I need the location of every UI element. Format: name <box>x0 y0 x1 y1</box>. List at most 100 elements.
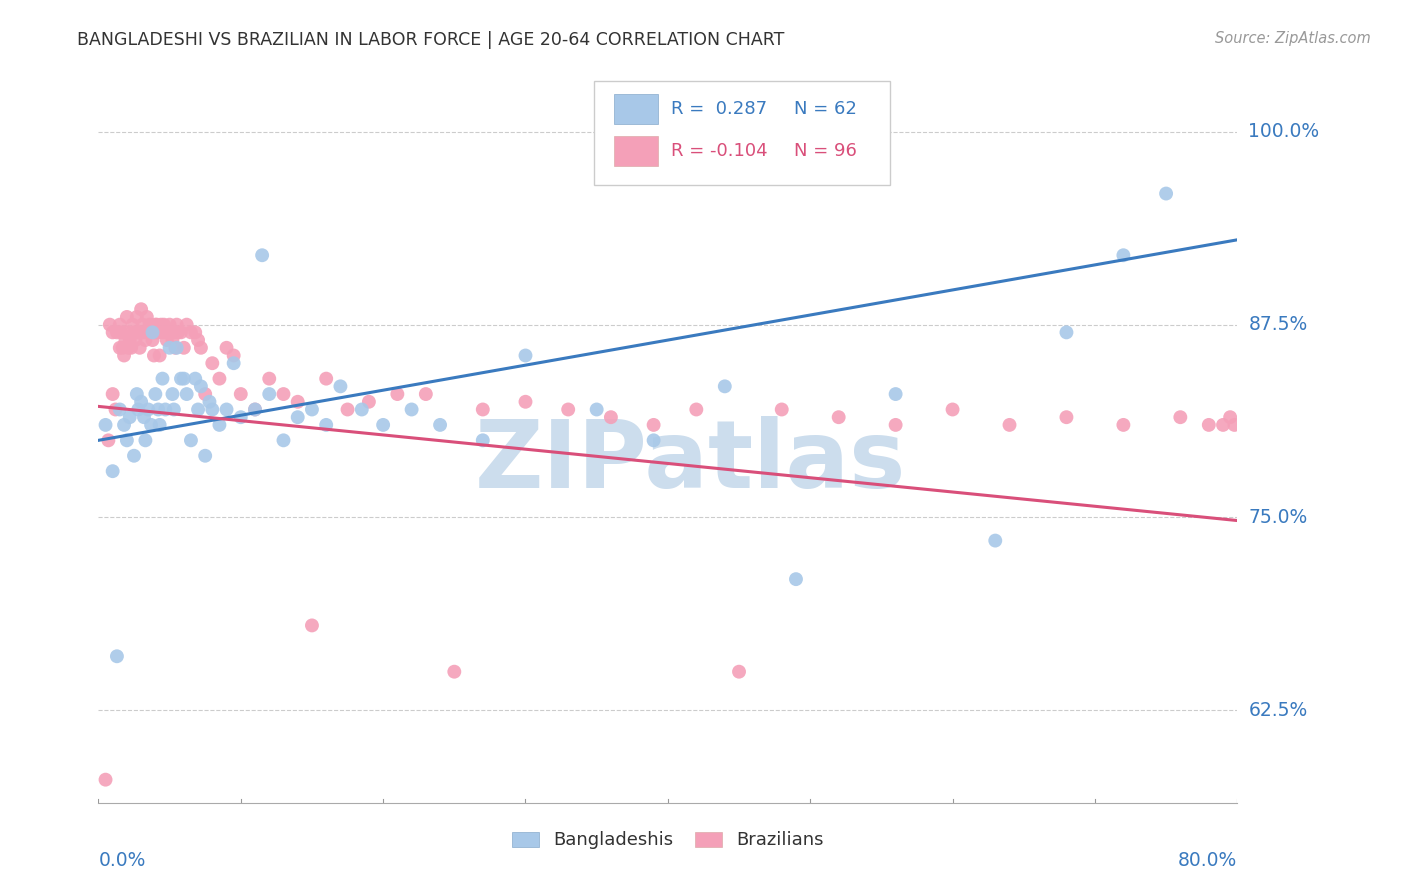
Point <box>259 387 281 401</box>
Point <box>471 402 494 417</box>
Point <box>152 326 174 340</box>
Point <box>984 533 1007 548</box>
Point <box>138 318 160 332</box>
Point <box>336 402 359 417</box>
Point <box>250 248 273 262</box>
Text: Source: ZipAtlas.com: Source: ZipAtlas.com <box>1215 31 1371 46</box>
Point <box>115 434 138 448</box>
Point <box>728 665 751 679</box>
Point <box>215 341 238 355</box>
Point <box>194 387 217 401</box>
FancyBboxPatch shape <box>614 95 658 124</box>
Point <box>135 310 157 324</box>
Point <box>128 341 150 355</box>
Point <box>127 326 149 340</box>
Point <box>515 349 537 363</box>
Point <box>201 402 224 417</box>
Point <box>557 402 579 417</box>
Point <box>129 302 152 317</box>
Text: 62.5%: 62.5% <box>1249 701 1308 720</box>
Point <box>108 341 131 355</box>
Point <box>180 434 202 448</box>
Point <box>142 349 165 363</box>
Point <box>329 379 352 393</box>
Point <box>273 387 295 401</box>
Point <box>1219 410 1241 425</box>
Point <box>301 618 323 632</box>
Point <box>117 341 139 355</box>
Text: ZIPatlas: ZIPatlas <box>475 417 907 508</box>
Point <box>1056 326 1078 340</box>
Point <box>146 318 169 332</box>
Point <box>153 318 176 332</box>
Point <box>173 371 195 385</box>
Point <box>243 402 266 417</box>
Point <box>884 417 907 432</box>
Point <box>643 417 665 432</box>
Point <box>194 449 217 463</box>
Point <box>150 318 173 332</box>
Point <box>884 387 907 401</box>
Point <box>415 387 437 401</box>
Point <box>111 341 134 355</box>
Point <box>1223 417 1246 432</box>
Point <box>108 402 131 417</box>
Text: R =  0.287: R = 0.287 <box>671 100 768 118</box>
Point <box>162 333 184 347</box>
Point <box>1212 417 1234 432</box>
Point <box>134 333 156 347</box>
Point <box>208 371 231 385</box>
Point <box>101 326 124 340</box>
Point <box>301 402 323 417</box>
Text: R = -0.104: R = -0.104 <box>671 143 768 161</box>
Point <box>287 410 309 425</box>
Point <box>121 318 143 332</box>
Text: BANGLADESHI VS BRAZILIAN IN LABOR FORCE | AGE 20-64 CORRELATION CHART: BANGLADESHI VS BRAZILIAN IN LABOR FORCE … <box>77 31 785 49</box>
Point <box>148 326 170 340</box>
Point <box>401 402 423 417</box>
Point <box>198 394 221 409</box>
Point <box>145 318 167 332</box>
Point <box>134 434 156 448</box>
Point <box>1170 410 1192 425</box>
FancyBboxPatch shape <box>614 136 658 166</box>
Point <box>184 326 207 340</box>
Point <box>173 341 195 355</box>
Point <box>163 326 186 340</box>
Point <box>443 665 465 679</box>
Point <box>141 326 163 340</box>
Point <box>1198 417 1220 432</box>
Point <box>145 326 167 340</box>
Point <box>108 318 131 332</box>
Point <box>129 326 152 340</box>
Point <box>125 310 148 324</box>
Point <box>190 341 212 355</box>
Point <box>159 318 181 332</box>
Point <box>155 402 177 417</box>
Point <box>215 402 238 417</box>
Point <box>184 371 207 385</box>
Point <box>187 402 209 417</box>
Text: N = 96: N = 96 <box>794 143 858 161</box>
Point <box>163 402 186 417</box>
Point <box>208 417 231 432</box>
Legend: Bangladeshis, Brazilians: Bangladeshis, Brazilians <box>505 824 831 856</box>
Point <box>139 417 162 432</box>
Point <box>785 572 807 586</box>
Point <box>136 326 159 340</box>
Point <box>115 326 138 340</box>
Point <box>148 402 170 417</box>
Point <box>118 410 141 425</box>
Text: 75.0%: 75.0% <box>1249 508 1308 527</box>
Text: 0.0%: 0.0% <box>98 851 146 870</box>
Point <box>471 434 494 448</box>
Point <box>160 326 183 340</box>
Point <box>429 417 451 432</box>
Point <box>222 349 245 363</box>
Point <box>145 387 167 401</box>
Point <box>105 326 128 340</box>
Point <box>104 402 127 417</box>
Point <box>129 394 152 409</box>
Point <box>998 417 1021 432</box>
Point <box>132 410 155 425</box>
